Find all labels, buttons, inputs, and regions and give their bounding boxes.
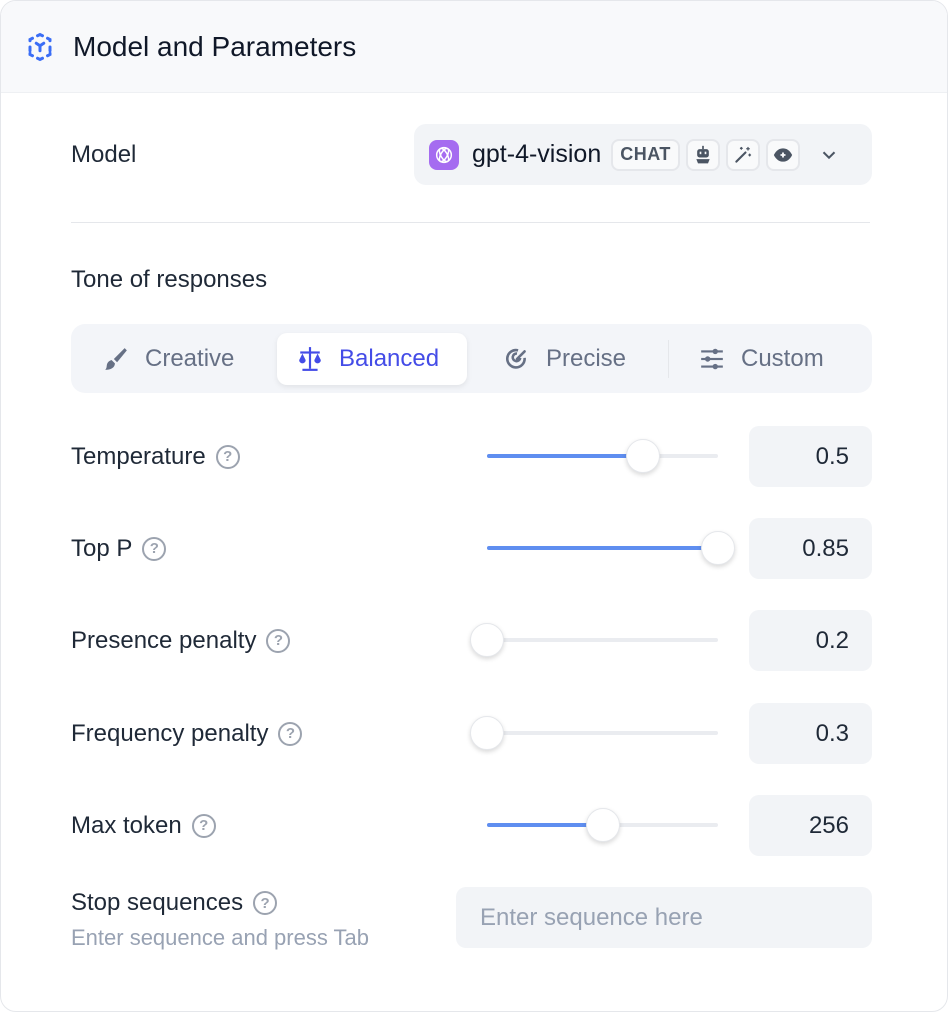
slider-thumb[interactable] xyxy=(625,439,660,473)
stop-sequences-label: Stop sequences? xyxy=(71,889,278,917)
temperature-row: Temperature? xyxy=(71,426,870,487)
tone-label-text: Creative xyxy=(145,345,235,372)
presence-penalty-label: Presence penalty? xyxy=(71,626,291,655)
slider-thumb[interactable] xyxy=(701,531,735,565)
robot-icon xyxy=(685,138,720,171)
magic-wand-icon xyxy=(725,138,760,171)
param-label-text: Max token xyxy=(71,811,182,839)
top-p-label: Top P? xyxy=(71,534,167,563)
tone-separator xyxy=(668,340,669,378)
tone-precise[interactable]: Precise xyxy=(486,333,666,385)
slider-fill xyxy=(487,454,643,458)
temperature-label: Temperature? xyxy=(71,443,240,471)
param-label-text: Frequency penalty xyxy=(71,719,269,747)
frequency-penalty-label: Frequency penalty? xyxy=(71,719,303,748)
scale-icon xyxy=(299,347,321,371)
stop-label-text: Stop sequences xyxy=(71,889,244,916)
top-p-row: Top P? xyxy=(71,518,870,579)
stop-sequence-input[interactable] xyxy=(456,887,872,948)
tone-custom[interactable]: Custom xyxy=(683,333,863,385)
help-icon[interactable]: ? xyxy=(215,444,240,469)
help-icon[interactable]: ? xyxy=(191,813,216,838)
help-icon[interactable]: ? xyxy=(278,721,303,746)
target-icon xyxy=(506,348,526,369)
stop-sequences-row: Stop sequences? xyxy=(71,889,870,917)
temperature-value-input[interactable]: 0.5 xyxy=(749,426,872,487)
slider-fill xyxy=(487,546,718,550)
max-token-slider[interactable] xyxy=(487,808,718,842)
max-token-row: Max token? xyxy=(71,795,870,856)
cube-dashed-icon xyxy=(28,32,52,61)
max-token-value-input[interactable]: 256 xyxy=(749,795,872,856)
frequency-penalty-row: Frequency penalty? xyxy=(71,703,870,764)
tone-segmented-control: Creative Balanced Precise Custom xyxy=(71,324,872,393)
presence-penalty-row: Presence penalty? xyxy=(71,610,870,671)
top-p-slider[interactable] xyxy=(487,531,735,565)
chevron-down-icon[interactable] xyxy=(818,144,840,166)
presence-penalty-slider[interactable] xyxy=(470,623,718,657)
stop-sequences-hint: Enter sequence and press Tab xyxy=(71,925,370,950)
param-label-text: Temperature xyxy=(71,442,206,470)
param-label-text: Top P xyxy=(71,534,133,562)
tone-row: Tone of responses xyxy=(71,266,870,294)
help-icon[interactable]: ? xyxy=(266,628,291,653)
slider-thumb[interactable] xyxy=(470,716,504,750)
panel-title: Model and Parameters xyxy=(73,30,357,62)
slider-thumb[interactable] xyxy=(585,808,620,842)
divider xyxy=(71,222,870,223)
presence-penalty-value-input[interactable]: 0.2 xyxy=(749,610,872,671)
slider-thumb[interactable] xyxy=(470,623,504,657)
tone-label-text: Precise xyxy=(546,345,627,372)
tone-creative[interactable]: Creative xyxy=(91,333,281,385)
tone-balanced[interactable]: Balanced xyxy=(277,333,467,385)
openai-logo-icon xyxy=(429,139,459,170)
sliders-icon xyxy=(701,348,723,370)
tone-label-text: Balanced xyxy=(339,345,440,372)
help-icon[interactable]: ? xyxy=(142,536,167,561)
tone-label: Tone of responses xyxy=(71,266,268,293)
model-selector[interactable]: gpt-4-vision CHAT xyxy=(414,124,872,185)
tone-label-text: Custom xyxy=(741,345,824,372)
help-icon[interactable]: ? xyxy=(253,891,278,915)
frequency-penalty-slider[interactable] xyxy=(470,716,718,750)
frequency-penalty-value-input[interactable]: 0.3 xyxy=(749,703,872,764)
max-token-label: Max token? xyxy=(71,812,216,840)
eye-icon xyxy=(765,138,800,171)
model-label: Model xyxy=(71,141,137,168)
top-p-value-input[interactable]: 0.85 xyxy=(749,518,872,579)
brush-icon xyxy=(105,348,127,370)
slider-fill xyxy=(487,823,603,827)
param-label-text: Presence penalty xyxy=(71,626,257,654)
model-name: gpt-4-vision xyxy=(472,140,602,168)
panel-header: Model and Parameters xyxy=(1,1,947,93)
temperature-slider[interactable] xyxy=(487,439,718,473)
model-row: Model xyxy=(71,126,870,184)
chat-mode-badge: CHAT xyxy=(611,138,680,171)
